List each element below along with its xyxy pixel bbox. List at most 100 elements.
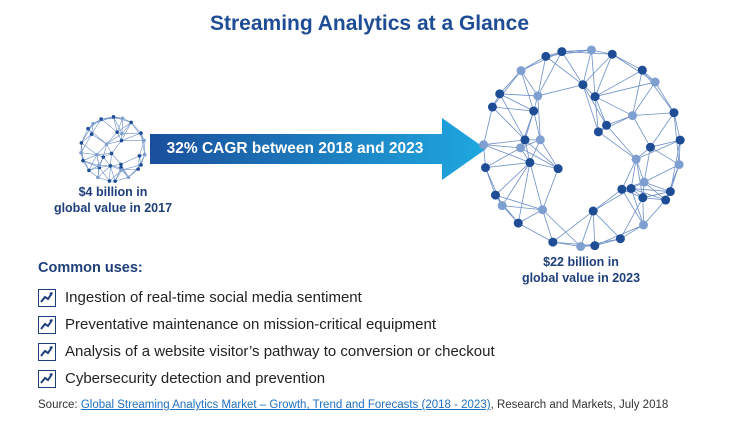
trend-up-icon xyxy=(38,342,56,361)
network-edge xyxy=(499,93,534,112)
network-node xyxy=(120,168,124,172)
network-edge xyxy=(130,122,145,141)
trend-up-icon xyxy=(38,288,56,307)
network-node xyxy=(590,241,600,251)
network-node xyxy=(615,234,625,244)
network-node xyxy=(631,154,641,164)
start-value-caption: $4 billion in global value in 2017 xyxy=(30,184,196,216)
network-edge xyxy=(485,167,503,206)
network-edge xyxy=(650,146,680,165)
network-node xyxy=(126,175,131,180)
network-edge xyxy=(109,169,123,182)
network-node xyxy=(557,47,567,57)
network-node xyxy=(495,89,505,99)
network-node xyxy=(535,135,545,145)
network-node xyxy=(95,152,99,157)
network-node xyxy=(639,177,649,187)
large-network-sphere-icon xyxy=(479,45,685,251)
network-edge xyxy=(100,118,118,133)
network-edge xyxy=(99,165,111,168)
network-edge xyxy=(128,168,139,178)
network-edge xyxy=(591,49,596,97)
network-node xyxy=(113,179,117,183)
network-edge xyxy=(592,188,623,212)
start-value-line1: $4 billion in xyxy=(78,185,148,199)
network-edge xyxy=(111,153,122,165)
network-edge xyxy=(632,115,651,148)
network-edge xyxy=(598,131,637,160)
network-edge xyxy=(120,155,140,165)
network-node xyxy=(617,184,627,194)
network-edge xyxy=(81,133,92,144)
network-edge xyxy=(632,70,643,116)
network-node xyxy=(480,163,490,173)
network-edge xyxy=(81,142,98,155)
list-item: Preventative maintenance on mission-crit… xyxy=(38,311,495,338)
network-edge xyxy=(529,162,543,210)
network-edge xyxy=(542,209,581,247)
network-edge xyxy=(113,116,118,133)
network-edge xyxy=(137,155,140,170)
end-value-line2: global value in 2023 xyxy=(521,271,641,285)
network-edge xyxy=(517,162,531,224)
network-node xyxy=(136,167,140,171)
network-edge xyxy=(113,116,123,134)
network-edge xyxy=(552,210,594,243)
network-edge xyxy=(561,51,584,85)
network-node xyxy=(637,65,647,75)
network-node xyxy=(669,108,679,118)
end-value-line1: $22 billion in xyxy=(543,255,619,269)
network-edge xyxy=(594,54,613,97)
network-edge xyxy=(592,211,596,246)
network-node xyxy=(639,220,649,230)
growth-arrow-shape xyxy=(150,118,486,180)
network-edge xyxy=(110,165,116,182)
network-node xyxy=(111,115,116,119)
network-node xyxy=(578,80,588,90)
network-edge xyxy=(121,132,142,141)
network-node xyxy=(119,162,123,167)
network-node xyxy=(645,142,655,152)
network-edge xyxy=(642,191,671,199)
network-node xyxy=(607,49,617,59)
common-uses-list: Ingestion of real-time social media sent… xyxy=(38,284,495,392)
network-edge xyxy=(88,154,98,171)
network-edge xyxy=(502,205,543,211)
network-edge xyxy=(632,81,656,116)
network-node xyxy=(139,131,143,135)
source-citation: Source: Global Streaming Analytics Marke… xyxy=(38,399,668,411)
network-edge xyxy=(650,112,675,148)
network-edge xyxy=(643,181,666,201)
use-item-text: Ingestion of real-time social media sent… xyxy=(65,289,362,306)
network-node xyxy=(101,155,106,159)
network-node xyxy=(490,190,500,200)
network-edge xyxy=(485,167,496,196)
use-item-text: Cybersecurity detection and prevention xyxy=(65,370,326,387)
network-edge xyxy=(495,162,531,196)
source-link[interactable]: Global Streaming Analytics Market – Grow… xyxy=(80,399,491,411)
network-edge xyxy=(537,56,547,97)
network-edge xyxy=(636,139,681,160)
network-node xyxy=(142,152,147,157)
network-node xyxy=(89,132,94,136)
network-node xyxy=(520,135,530,145)
network-node xyxy=(81,158,85,163)
network-edge xyxy=(495,194,543,211)
network-edge xyxy=(612,53,656,83)
network-edge xyxy=(582,84,599,132)
network-edge xyxy=(114,167,122,182)
list-item: Analysis of a website visitor’s pathway … xyxy=(38,338,495,365)
network-edge xyxy=(539,139,559,169)
network-edge xyxy=(520,51,563,72)
network-edge xyxy=(524,139,559,169)
network-edge xyxy=(582,49,592,85)
network-node xyxy=(590,92,600,102)
network-node xyxy=(115,130,119,134)
network-node xyxy=(108,164,113,168)
network-node xyxy=(109,151,114,156)
network-edge xyxy=(139,140,145,156)
network-edge xyxy=(635,159,644,198)
network-edge xyxy=(99,167,110,182)
network-edge xyxy=(121,122,132,134)
network-edge xyxy=(631,188,671,192)
